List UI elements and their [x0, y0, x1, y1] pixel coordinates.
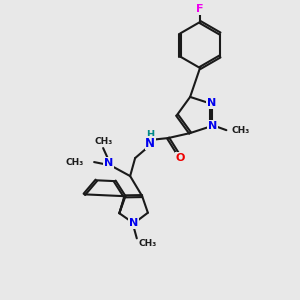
Text: N: N: [103, 158, 113, 168]
Text: CH₃: CH₃: [94, 136, 112, 146]
Text: O: O: [176, 153, 185, 163]
Text: CH₃: CH₃: [139, 239, 157, 248]
Text: H: H: [146, 130, 154, 140]
Text: N: N: [207, 98, 216, 108]
Text: N: N: [145, 136, 155, 150]
Text: F: F: [196, 4, 204, 14]
Text: CH₃: CH₃: [231, 126, 250, 135]
Text: N: N: [129, 218, 138, 228]
Text: N: N: [208, 121, 217, 131]
Text: CH₃: CH₃: [66, 158, 84, 166]
